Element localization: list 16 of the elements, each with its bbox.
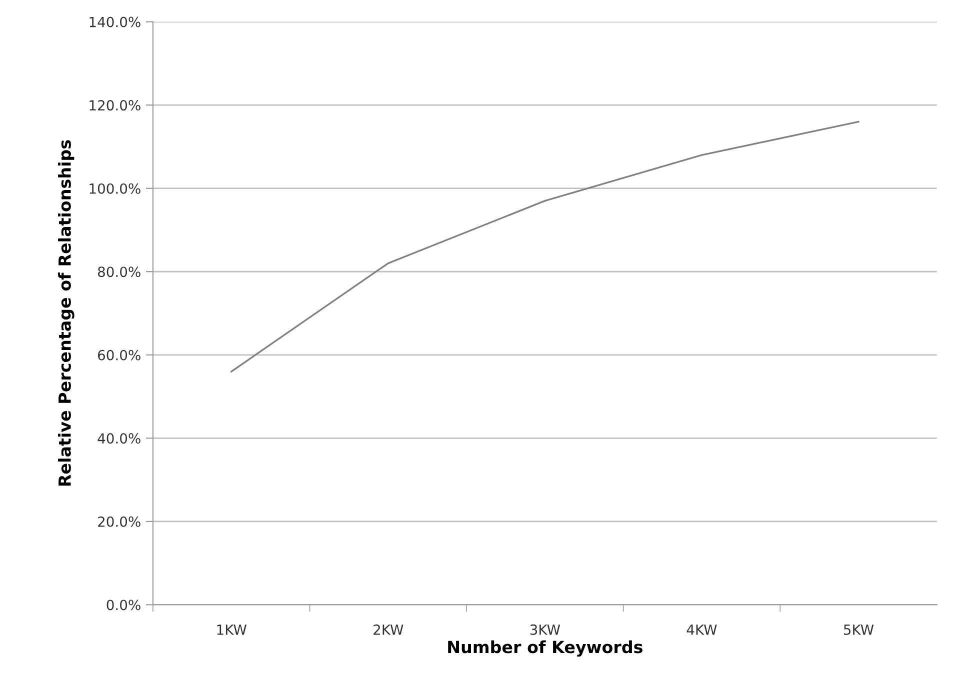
y-tick-label: 0.0% xyxy=(106,600,140,610)
x-tick-label: 3KW xyxy=(530,624,560,635)
x-axis-title: Number of Keywords xyxy=(448,640,642,657)
y-tick-label: 120.0% xyxy=(90,100,140,111)
x-tick-label: 4KW xyxy=(686,624,717,635)
line-series xyxy=(230,120,860,372)
y-tick-label: 140.0% xyxy=(90,16,140,28)
x-tick-label: 2KW xyxy=(374,624,404,635)
y-tick-label: 60.0% xyxy=(98,350,140,360)
y-tick-label: 40.0% xyxy=(98,433,140,444)
y-axis-title: Relative Percentage of Relationships xyxy=(58,140,74,486)
x-tick-label: 1KW xyxy=(217,624,246,635)
y-tick-label: 100.0% xyxy=(90,183,140,194)
y-tick-label: 20.0% xyxy=(98,516,140,527)
y-tick-label: 80.0% xyxy=(98,266,140,278)
x-tick-label: 5KW xyxy=(844,624,874,635)
